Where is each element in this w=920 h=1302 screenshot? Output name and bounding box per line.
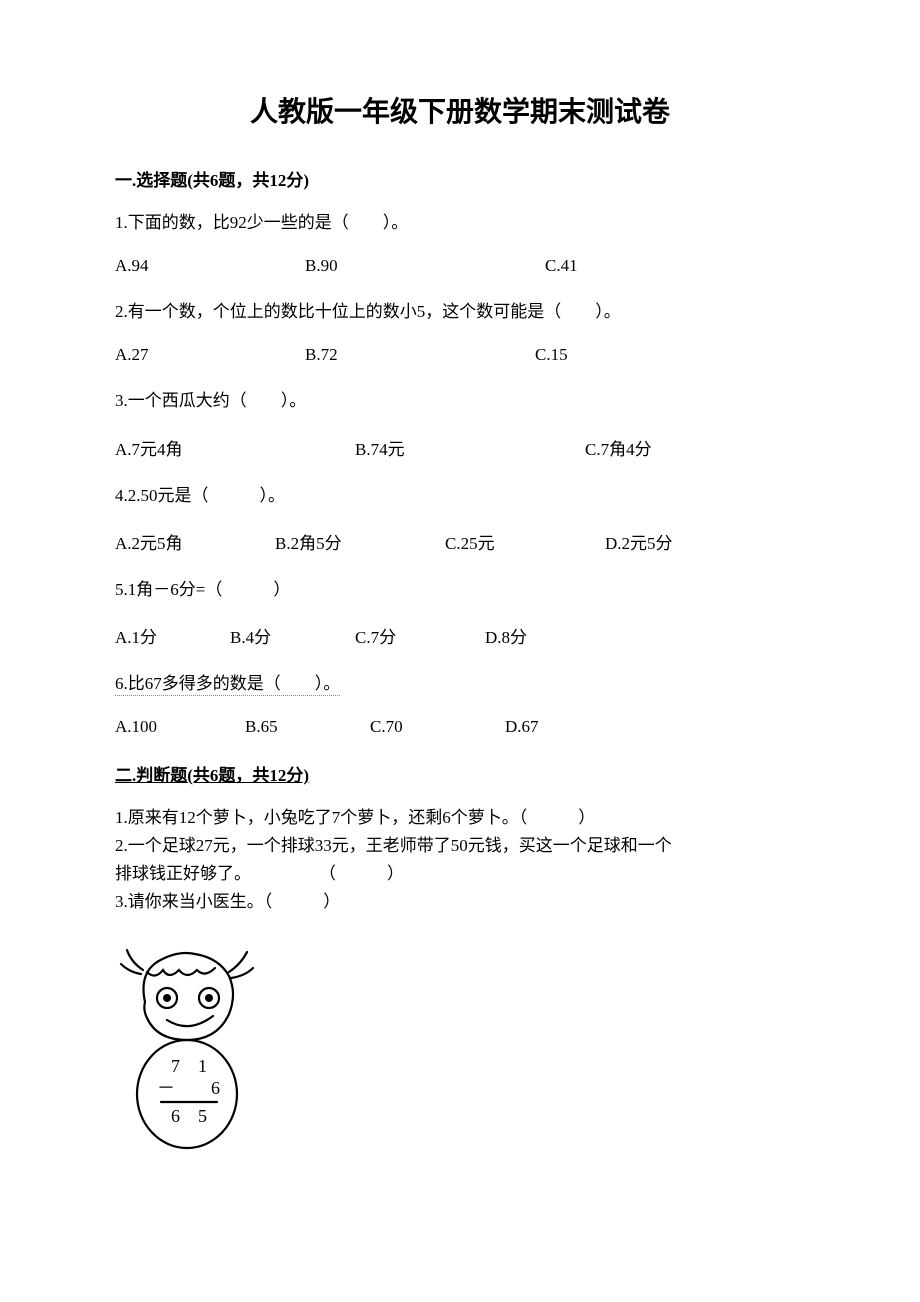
judge-1: 1.原来有12个萝卜，小兔吃了7个萝卜，还剩6个萝卜。（ ） <box>115 804 805 832</box>
section-1-header: 一.选择题(共6题，共12分) <box>115 166 805 191</box>
doll-svg: 7 1 － 6 6 5 <box>117 944 267 1154</box>
q5-option-a: A.1分 <box>115 623 230 648</box>
q1-option-b: B.90 <box>305 256 545 276</box>
svg-text:7 1: 7 1 <box>171 1056 207 1076</box>
q5-option-b: B.4分 <box>230 623 355 648</box>
q2-option-c: C.15 <box>535 345 635 365</box>
question-5: 5.1角－6分=（ ） <box>115 576 805 603</box>
q6-option-b: B.65 <box>245 717 370 737</box>
question-3-options: A.7元4角 B.74元 C.7角4分 <box>115 435 805 460</box>
question-3: 3.一个西瓜大约（ ）。 <box>115 387 805 414</box>
svg-text:－ 6: － 6 <box>157 1078 220 1098</box>
question-2-options: A.27 B.72 C.15 <box>115 345 805 365</box>
section-2: 二.判断题(共6题，共12分) 1.原来有12个萝卜，小兔吃了7个萝卜，还剩6个… <box>115 761 805 1159</box>
svg-text:6 5: 6 5 <box>171 1106 207 1126</box>
q4-option-a: A.2元5角 <box>115 529 275 554</box>
q3-option-c: C.7角4分 <box>585 435 705 460</box>
q6-option-a: A.100 <box>115 717 245 737</box>
question-4: 4.2.50元是（ ）。 <box>115 482 805 509</box>
q4-option-b: B.2角5分 <box>275 529 445 554</box>
q2-option-b: B.72 <box>305 345 535 365</box>
judge-3: 3.请你来当小医生。（ ） <box>115 888 805 916</box>
q4-option-d: D.2元5分 <box>605 529 725 554</box>
q2-option-a: A.27 <box>115 345 305 365</box>
q3-option-a: A.7元4角 <box>115 435 355 460</box>
q6-option-c: C.70 <box>370 717 505 737</box>
doll-figure: 7 1 － 6 6 5 <box>117 944 805 1159</box>
question-2: 2.有一个数，个位上的数比十位上的数小5，这个数可能是（ ）。 <box>115 298 805 325</box>
q5-option-d: D.8分 <box>485 623 585 648</box>
question-6-options: A.100 B.65 C.70 D.67 <box>115 717 805 737</box>
question-1-options: A.94 B.90 C.41 <box>115 256 805 276</box>
q1-option-c: C.41 <box>545 256 645 276</box>
q1-option-a: A.94 <box>115 256 305 276</box>
section-1: 一.选择题(共6题，共12分) 1.下面的数，比92少一些的是（ ）。 A.94… <box>115 166 805 737</box>
judge-2-line2: 排球钱正好够了。 （ ） <box>115 860 805 888</box>
question-5-options: A.1分 B.4分 C.7分 D.8分 <box>115 623 805 648</box>
q3-option-b: B.74元 <box>355 435 585 460</box>
page-title: 人教版一年级下册数学期末测试卷 <box>115 90 805 130</box>
judge-2-line1: 2.一个足球27元，一个排球33元，王老师带了50元钱，买这一个足球和一个 <box>115 832 805 860</box>
q6-option-d: D.67 <box>505 717 605 737</box>
q4-option-c: C.25元 <box>445 529 605 554</box>
section-2-header: 二.判断题(共6题，共12分) <box>115 761 805 786</box>
question-4-options: A.2元5角 B.2角5分 C.25元 D.2元5分 <box>115 529 805 554</box>
question-1: 1.下面的数，比92少一些的是（ ）。 <box>115 209 805 236</box>
question-6: 6.比67多得多的数是（ ）。 <box>115 670 805 697</box>
q5-option-c: C.7分 <box>355 623 485 648</box>
